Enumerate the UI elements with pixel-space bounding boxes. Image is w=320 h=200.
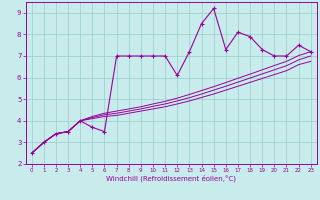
- X-axis label: Windchill (Refroidissement éolien,°C): Windchill (Refroidissement éolien,°C): [106, 175, 236, 182]
